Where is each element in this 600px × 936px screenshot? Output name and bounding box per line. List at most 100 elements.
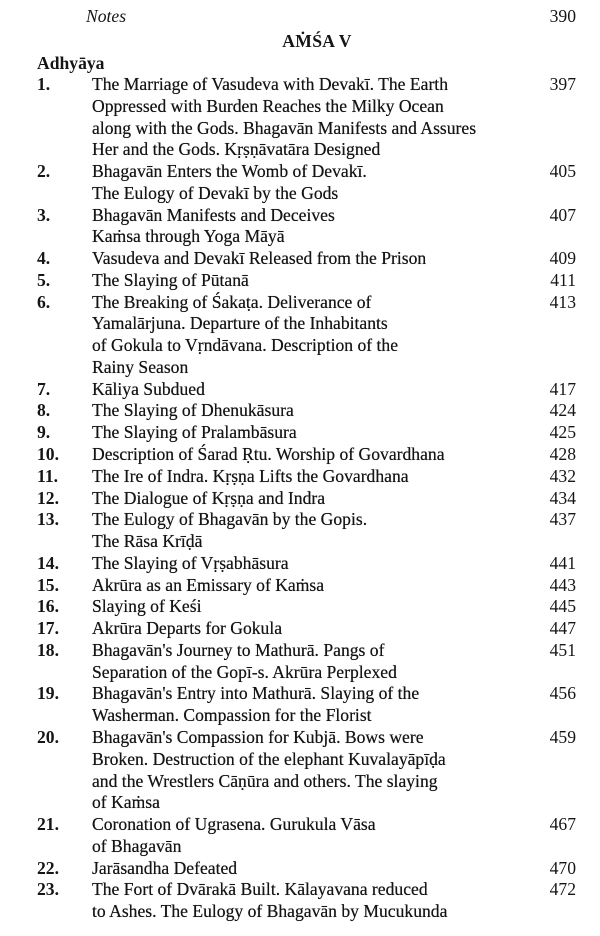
chapter-number: 8. — [37, 400, 51, 421]
page-number: 447 — [549, 618, 576, 639]
chapter-title-line: The Rāsa Krīḍā — [92, 531, 203, 552]
chapter-title-line: of Gokula to Vṛndāvana. Description of t… — [92, 335, 399, 356]
chapter-title: Bhagavān Enters the Womb of Devakī. The E… — [92, 161, 562, 205]
page-number: 470 — [549, 857, 576, 878]
page-number: 428 — [549, 444, 576, 465]
page-number: 441 — [549, 552, 576, 573]
chapter-number: 4. — [37, 248, 51, 269]
chapter-number: 13. — [37, 509, 59, 530]
page-number: 397 — [549, 74, 576, 94]
chapter-title-line: Washerman. Compassion for the Florist — [92, 705, 372, 726]
chapter-title: The Slaying of Dhenukāsura — [92, 400, 562, 422]
contents-entry: 22. Jarāsandha Defeated 470 — [0, 858, 600, 880]
contents-entry: 4. Vasudeva and Devakī Released from the … — [0, 248, 600, 270]
contents-entry: 6. The Breaking of Śakaṭa. Deliverance of… — [0, 292, 600, 379]
chapter-title-line: The Slaying of Pūtanā — [92, 269, 249, 290]
contents-entry: 3. Bhagavān Manifests and Deceives Kaṁsa t… — [0, 205, 600, 249]
contents-entry: 1. The Marriage of Vasudeva with Devakī. … — [0, 74, 600, 161]
chapter-title-line: The Slaying of Vṛṣabhāsura — [92, 552, 289, 573]
chapter-title-line: The Eulogy of Devakī by the Gods — [92, 182, 339, 203]
chapter-title-line: Bhagavān's Journey to Mathurā. Pangs of — [92, 639, 385, 660]
contents-entry: 12. The Dialogue of Kṛṣṇa and Indra 434 — [0, 488, 600, 510]
page-number: 456 — [549, 683, 576, 704]
chapter-number: 14. — [37, 552, 59, 573]
chapter-title-line: Yamalārjuna. Departure of the Inhabitant… — [92, 313, 388, 334]
contents-entry: 20. Bhagavān's Compassion for Kubjā. Bows… — [0, 727, 600, 814]
page-number: 405 — [549, 161, 576, 182]
page-number: 459 — [549, 726, 576, 747]
chapter-title: The Dialogue of Kṛṣṇa and Indra — [92, 488, 562, 510]
chapter-title-line: of Kaṁsa — [92, 792, 160, 813]
chapter-title: Jarāsandha Defeated — [92, 858, 562, 880]
chapter-title: Akrūra as an Emissary of Kaṁsa — [92, 575, 562, 597]
chapter-title-line: Oppressed with Burden Reaches the Milky … — [92, 95, 444, 116]
chapter-title: The Slaying of Pralambāsura — [92, 422, 562, 444]
section-title: AṀŚA V — [282, 31, 352, 51]
page-number: 437 — [549, 509, 576, 530]
chapter-title-line: Akrūra Departs for Gokula — [92, 618, 283, 639]
page-number: 451 — [549, 639, 576, 660]
chapter-number: 17. — [37, 618, 59, 639]
chapter-title-line: Slaying of Keśi — [92, 596, 202, 617]
contents-entry: 2. Bhagavān Enters the Womb of Devakī. The… — [0, 161, 600, 205]
chapter-number: 1. — [37, 74, 51, 94]
chapter-title-line: Vasudeva and Devakī Released from the Pr… — [92, 248, 427, 269]
contents-entry: 23. The Fort of Dvārakā Built. Kālayavana… — [0, 879, 600, 923]
contents-entry: 19. Bhagavān's Entry into Mathurā. Slayin… — [0, 683, 600, 727]
chapter-title-line: to Ashes. The Eulogy of Bhagavān by Mucu… — [92, 901, 448, 922]
chapter-title-line: Bhagavān's Compassion for Kubjā. Bows we… — [92, 726, 424, 747]
page-number: 409 — [549, 248, 576, 269]
chapter-title-line: The Slaying of Dhenukāsura — [92, 400, 294, 421]
chapter-title-line: The Dialogue of Kṛṣṇa and Indra — [92, 487, 326, 508]
chapter-number: 23. — [37, 879, 59, 900]
chapter-title: The Marriage of Vasudeva with Devakī. Th… — [92, 74, 562, 161]
chapter-number: 19. — [37, 683, 59, 704]
chapter-title-line: Kaṁsa through Yoga Māyā — [92, 226, 285, 247]
chapter-title-line: Coronation of Ugrasena. Gurukula Vāsa — [92, 814, 376, 835]
chapter-title: Coronation of Ugrasena. Gurukula Vāsa of … — [92, 814, 562, 858]
chapter-title: Bhagavān's Entry into Mathurā. Slaying o… — [92, 683, 562, 727]
contents-entry: 9. The Slaying of Pralambāsura 425 — [0, 422, 600, 444]
chapter-number: 22. — [37, 857, 59, 878]
chapter-title-line: The Slaying of Pralambāsura — [92, 422, 297, 443]
chapter-title-line: Kāliya Subdued — [92, 378, 205, 399]
chapter-title-line: Bhagavān Enters the Womb of Devakī. — [92, 161, 367, 182]
chapter-number: 16. — [37, 596, 59, 617]
chapter-number: 18. — [37, 639, 59, 660]
contents-entry: 16. Slaying of Keśi 445 — [0, 596, 600, 618]
chapter-title-line: The Fort of Dvārakā Built. Kālayavana re… — [92, 879, 428, 900]
page-number: 425 — [549, 422, 576, 443]
contents-entry: 14. The Slaying of Vṛṣabhāsura 441 — [0, 553, 600, 575]
contents-list: 1. The Marriage of Vasudeva with Devakī. … — [0, 74, 600, 923]
notes-label: Notes — [86, 6, 127, 26]
contents-entry: 13. The Eulogy of Bhagavān by the Gopis. T… — [0, 509, 600, 553]
contents-entry: 21. Coronation of Ugrasena. Gurukula Vāsa… — [0, 814, 600, 858]
contents-entry: 5. The Slaying of Pūtanā 411 — [0, 270, 600, 292]
chapter-title-line: Bhagavān's Entry into Mathurā. Slaying o… — [92, 683, 420, 704]
chapter-title-line: The Breaking of Śakaṭa. Deliverance of — [92, 291, 372, 312]
chapter-title: The Fort of Dvārakā Built. Kālayavana re… — [92, 879, 562, 923]
chapter-title-line: The Ire of Indra. Kṛṣṇa Lifts the Govard… — [92, 465, 409, 486]
page-number: 413 — [549, 291, 576, 312]
contents-entry: 18. Bhagavān's Journey to Mathurā. Pangs … — [0, 640, 600, 684]
page-number: 417 — [549, 378, 576, 399]
chapter-title: The Eulogy of Bhagavān by the Gopis. The … — [92, 509, 562, 553]
page-number: 445 — [549, 596, 576, 617]
chapter-title: The Slaying of Vṛṣabhāsura — [92, 553, 562, 575]
chapter-number: 7. — [37, 378, 51, 399]
column-label: Adhyāya — [37, 53, 105, 73]
chapter-title-line: Jarāsandha Defeated — [92, 857, 238, 878]
chapter-title: Description of Śarad Ṛtu. Worship of Gov… — [92, 444, 562, 466]
chapter-number: 9. — [37, 422, 51, 443]
chapter-title: The Slaying of Pūtanā — [92, 270, 562, 292]
page-number: 434 — [549, 487, 576, 508]
chapter-number: 11. — [37, 465, 59, 486]
chapter-title-line: Akrūra as an Emissary of Kaṁsa — [92, 574, 325, 595]
chapter-number: 15. — [37, 574, 59, 595]
chapter-title-line: Description of Śarad Ṛtu. Worship of Gov… — [92, 444, 445, 465]
page-number: 467 — [549, 814, 576, 835]
chapter-number: 21. — [37, 814, 59, 835]
chapter-title-line: of Bhagavān — [92, 835, 182, 856]
contents-entry: 15. Akrūra as an Emissary of Kaṁsa 443 — [0, 575, 600, 597]
chapter-title: Bhagavān's Journey to Mathurā. Pangs of S… — [92, 640, 562, 684]
